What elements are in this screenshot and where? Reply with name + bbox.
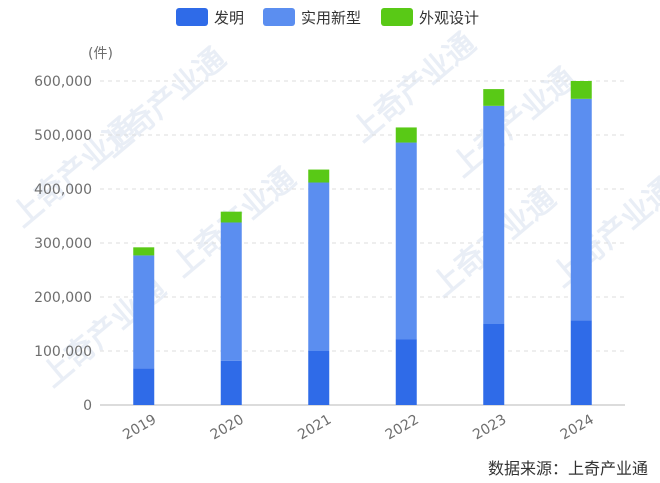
y-tick-label: 100,000 xyxy=(34,344,92,360)
bar-segment xyxy=(570,320,592,405)
bars xyxy=(133,81,592,405)
legend-label: 外观设计 xyxy=(419,9,479,27)
y-axis: 0 100,000 200,000 300,000 400,000 500,000 600,… xyxy=(34,74,92,414)
bar-segment xyxy=(220,222,242,361)
bar-segment xyxy=(220,360,242,405)
x-tick-label: 2019 xyxy=(120,412,159,444)
bar-segment xyxy=(308,169,330,183)
x-axis: 2019 2020 2021 2022 2023 2024 xyxy=(120,412,596,444)
legend-swatch xyxy=(176,8,208,26)
legend: 发明 实用新型 外观设计 xyxy=(176,8,479,27)
legend-swatch xyxy=(263,8,295,26)
y-axis-unit-label: (件) xyxy=(88,46,113,62)
bar-segment xyxy=(395,142,417,340)
x-tick-label: 2022 xyxy=(383,412,422,444)
y-tick-label: 500,000 xyxy=(34,128,92,144)
y-tick-label: 300,000 xyxy=(34,236,92,252)
bar-segment xyxy=(133,247,155,256)
bar-segment xyxy=(570,81,592,99)
x-tick-label: 2024 xyxy=(558,412,597,444)
watermark-text: 上奇产业通 xyxy=(445,61,582,184)
bar-segment xyxy=(483,105,505,324)
bar-segment xyxy=(395,339,417,405)
y-tick-label: 200,000 xyxy=(34,290,92,306)
bar-segment xyxy=(570,98,592,321)
x-tick-label: 2023 xyxy=(470,412,509,444)
legend-label: 发明 xyxy=(214,9,244,27)
source-note: 数据来源：上奇产业通 xyxy=(488,459,648,478)
bar-segment xyxy=(133,255,155,369)
bar-segment xyxy=(395,127,417,143)
bar-segment xyxy=(308,182,330,351)
bar-segment xyxy=(483,89,505,106)
bar-segment xyxy=(220,211,242,223)
x-tick-label: 2021 xyxy=(295,412,334,444)
y-tick-label: 0 xyxy=(83,398,92,414)
y-tick-label: 600,000 xyxy=(34,74,92,90)
bar-segment xyxy=(483,324,505,405)
legend-label: 实用新型 xyxy=(301,9,361,27)
legend-swatch xyxy=(381,8,413,26)
x-tick-label: 2020 xyxy=(208,412,247,444)
y-tick-label: 400,000 xyxy=(34,182,92,198)
bar-segment xyxy=(308,351,330,405)
watermark-text: 上奇产业通 xyxy=(545,171,660,294)
bar-segment xyxy=(133,368,155,405)
